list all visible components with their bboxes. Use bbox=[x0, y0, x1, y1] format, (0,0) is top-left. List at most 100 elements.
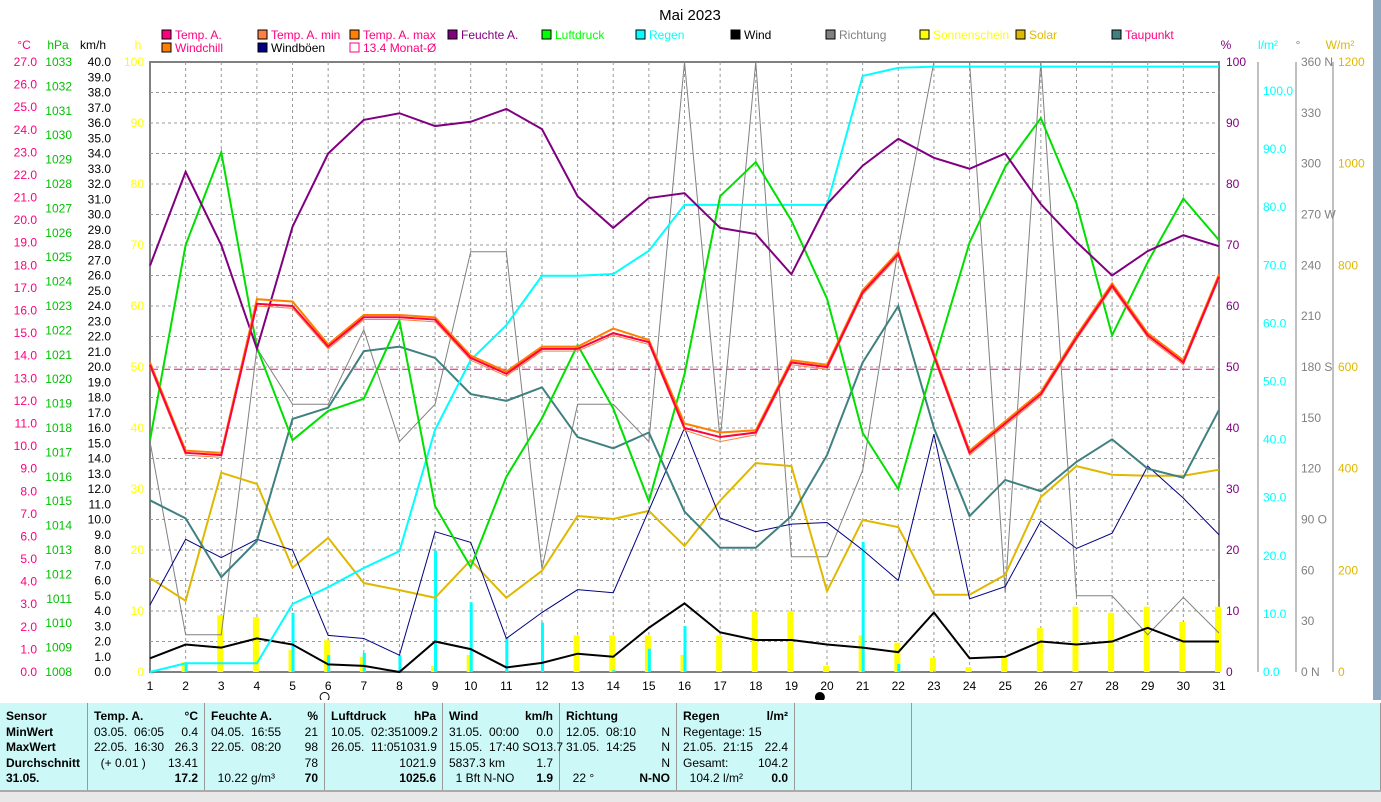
wind-tick-label: 31.0 bbox=[88, 192, 112, 206]
table-cell: MaxWert bbox=[6, 740, 56, 754]
x-tick-label: 30 bbox=[1177, 679, 1191, 693]
table-column: Luftdruck hPa 10.05. 02:35 1009.2 26.05. 11:… bbox=[325, 703, 443, 790]
pressure-tick-label: 1012 bbox=[45, 567, 72, 581]
table-cell: 04.05. 16:55 bbox=[211, 724, 282, 739]
direction-tick-label: 60 bbox=[1301, 563, 1315, 577]
table-row: 1 Bft N-NO 1.9 bbox=[449, 771, 553, 787]
pressure-tick-label: 1014 bbox=[45, 519, 72, 533]
x-tick-label: 26 bbox=[1034, 679, 1048, 693]
temp-tick-label: 4.0 bbox=[20, 575, 37, 589]
pressure-tick-label: 1027 bbox=[45, 201, 72, 215]
table-cell: 12.05. 08:10 bbox=[566, 724, 637, 739]
series-rain bbox=[149, 65, 1219, 673]
x-tick-label: 18 bbox=[749, 679, 763, 693]
wind-tick-label: 11.0 bbox=[89, 497, 112, 511]
table-row: 31.05. bbox=[6, 771, 81, 787]
direction-tick-label: 150 bbox=[1301, 411, 1321, 425]
rain-bar bbox=[469, 602, 473, 672]
sunshine-tick-label: 100 bbox=[124, 55, 144, 69]
temp-tick-label: 9.0 bbox=[20, 462, 37, 476]
x-tick-label: 31 bbox=[1212, 679, 1226, 693]
x-tick-label: 19 bbox=[785, 679, 799, 693]
humidity-tick-label: 90 bbox=[1226, 116, 1240, 130]
direction-tick-label: 270 W bbox=[1301, 208, 1336, 222]
table-cell: 31.05. 14:25 bbox=[566, 740, 637, 754]
pressure-tick-label: 1021 bbox=[45, 348, 72, 362]
rain-tick-label: 30.0 bbox=[1263, 491, 1287, 505]
table-cell: % bbox=[307, 709, 318, 723]
table-column bbox=[912, 703, 1381, 790]
direction-axis-unit: ° bbox=[1296, 38, 1301, 52]
table-cell: N-NO bbox=[639, 771, 670, 785]
direction-tick-label: 360 N bbox=[1301, 55, 1333, 69]
temp-tick-label: 16.0 bbox=[14, 304, 38, 318]
sunshine-bar bbox=[1036, 628, 1043, 672]
humidity-tick-label: 40 bbox=[1226, 421, 1240, 435]
series-wind bbox=[149, 602, 1219, 674]
legend-label: Luftdruck bbox=[555, 28, 605, 42]
table-cell: 1025.6 bbox=[399, 771, 436, 785]
temp-tick-label: 1.0 bbox=[20, 642, 37, 656]
table-row: 12.05. 08:10 N bbox=[566, 725, 670, 741]
legend-label: Windböen bbox=[271, 41, 325, 55]
weather-chart: Mai 2023 Temp. A. Temp. A. min Temp. A. max… bbox=[14, 7, 1365, 700]
wind-tick-label: 34.0 bbox=[88, 147, 112, 161]
pressure-tick-label: 1028 bbox=[45, 177, 72, 191]
series-temp-min bbox=[149, 255, 1220, 458]
status-bar bbox=[0, 790, 1381, 802]
temp-tick-label: 15.0 bbox=[14, 326, 38, 340]
pressure-tick-label: 1033 bbox=[45, 55, 72, 69]
legend-swatch bbox=[730, 29, 741, 40]
legend-label: Temp. A. bbox=[175, 28, 222, 42]
table-row: N bbox=[566, 756, 670, 772]
temp-tick-label: 19.0 bbox=[14, 236, 38, 250]
table-cell: (+ 0.01 ) bbox=[94, 755, 146, 770]
wind-tick-label: 1.0 bbox=[94, 650, 111, 664]
sunshine-tick-label: 50 bbox=[131, 360, 145, 374]
table-row: Durchschnitt bbox=[6, 756, 81, 772]
pressure-tick-label: 1017 bbox=[45, 445, 72, 459]
wind-tick-label: 24.0 bbox=[88, 299, 112, 313]
legend-swatch bbox=[1015, 29, 1026, 40]
table-cell: 104.2 bbox=[757, 755, 788, 770]
sunshine-bar bbox=[787, 611, 794, 672]
wind-tick-label: 17.0 bbox=[88, 406, 112, 420]
wind-tick-label: 26.0 bbox=[88, 269, 112, 283]
pressure-tick-label: 1031 bbox=[45, 104, 72, 118]
legend-label: Solar bbox=[1029, 28, 1057, 42]
direction-tick-label: 0 N bbox=[1301, 665, 1320, 679]
temp-tick-label: 10.0 bbox=[14, 439, 38, 453]
table-cell: N bbox=[661, 724, 670, 739]
temp-tick-label: 14.0 bbox=[14, 349, 38, 363]
x-tick-label: 15 bbox=[642, 679, 656, 693]
x-tick-label: 6 bbox=[325, 679, 332, 693]
temp-tick-label: 22.0 bbox=[14, 168, 38, 182]
solar-tick-label: 600 bbox=[1338, 360, 1358, 374]
legend-swatch bbox=[161, 42, 172, 53]
wind-tick-label: 22.0 bbox=[88, 330, 112, 344]
table-row: 31.05. 14:25 N bbox=[566, 740, 670, 756]
rain-tick-label: 0.0 bbox=[1263, 665, 1280, 679]
table-cell: hPa bbox=[413, 709, 436, 723]
temp-tick-label: 26.0 bbox=[14, 78, 38, 92]
wind-tick-label: 25.0 bbox=[88, 284, 112, 298]
direction-tick-label: 300 bbox=[1301, 157, 1321, 171]
sunshine-tick-label: 10 bbox=[131, 604, 145, 618]
pressure-tick-label: 1029 bbox=[45, 153, 72, 167]
legend-label: Regen bbox=[649, 28, 684, 42]
table-cell: 0.0 bbox=[536, 724, 553, 739]
table-row: 17.2 bbox=[94, 771, 198, 787]
table-cell: 5837.3 km bbox=[449, 755, 506, 770]
legend-swatch bbox=[541, 29, 552, 40]
direction-tick-label: 210 bbox=[1301, 309, 1321, 323]
sunshine-bar bbox=[1072, 606, 1079, 672]
rain-bar bbox=[362, 652, 366, 672]
sunshine-bar bbox=[751, 611, 758, 672]
table-cell: 10.05. 02:35 bbox=[331, 724, 402, 739]
table-cell: Luftdruck bbox=[331, 709, 387, 723]
pressure-tick-label: 1020 bbox=[45, 372, 72, 386]
x-tick-label: 2 bbox=[182, 679, 189, 693]
sunshine-tick-label: 40 bbox=[131, 421, 145, 435]
table-row: 5837.3 km 1.7 bbox=[449, 756, 553, 772]
legend-swatch bbox=[257, 29, 268, 40]
